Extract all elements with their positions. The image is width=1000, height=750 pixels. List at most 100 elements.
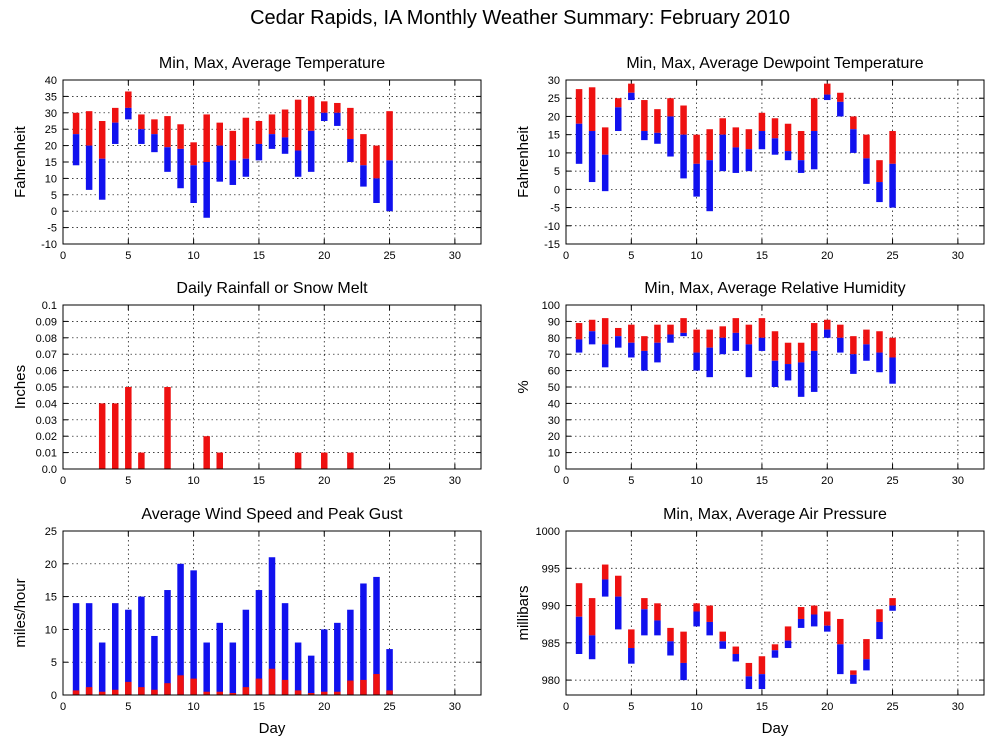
bar-lower xyxy=(693,352,700,371)
bar-series-1 xyxy=(72,690,80,695)
y-tick-label: 0 xyxy=(51,206,57,218)
bar xyxy=(138,452,145,469)
bar xyxy=(112,403,119,469)
bar-upper xyxy=(850,670,857,675)
bar-upper xyxy=(797,607,805,619)
bar-lower xyxy=(693,163,700,197)
bar-series-1 xyxy=(386,690,393,695)
bar-lower xyxy=(307,130,315,172)
bar-series-0 xyxy=(85,603,93,695)
bar-series-0 xyxy=(112,603,119,695)
bar-lower xyxy=(386,160,393,212)
bar-lower xyxy=(203,162,210,218)
bar-upper xyxy=(745,662,753,677)
bar-series-0 xyxy=(360,583,367,695)
x-tick-label: 25 xyxy=(383,475,395,487)
bars-rain xyxy=(98,387,354,469)
bar-series-0 xyxy=(72,603,80,695)
bar-lower xyxy=(797,618,805,628)
bar-series-1 xyxy=(151,689,158,695)
plot-frame xyxy=(565,79,985,245)
bar-upper xyxy=(268,114,276,135)
bar-lower xyxy=(242,158,250,177)
y-tick-label: 985 xyxy=(542,638,560,650)
x-tick-label: 20 xyxy=(318,475,330,487)
bar-lower xyxy=(641,609,648,636)
bar-lower xyxy=(588,331,596,345)
bar-upper xyxy=(876,160,883,183)
plot-frame xyxy=(62,530,482,696)
bar-lower xyxy=(745,344,753,378)
bar-lower xyxy=(216,145,223,182)
x-tick-label: 20 xyxy=(318,250,330,262)
x-tick-label: 25 xyxy=(886,475,898,487)
y-tick-label: 980 xyxy=(542,675,560,687)
bar-series-1 xyxy=(203,691,210,695)
y-tick-label: 15 xyxy=(45,592,57,604)
y-tick-label: 60 xyxy=(548,366,560,378)
bar-lower xyxy=(177,148,184,189)
bar-upper xyxy=(98,121,106,159)
panel-rain: Daily Rainfall or Snow Melt 0.0 0.01 0.02 0.… xyxy=(12,280,482,487)
plot-frame xyxy=(62,79,482,245)
bar-upper xyxy=(242,117,250,159)
x-tick-label: 15 xyxy=(253,701,265,713)
bar-upper xyxy=(321,101,328,113)
bar-upper xyxy=(85,111,93,146)
bar-series-0 xyxy=(177,563,184,695)
bar-upper xyxy=(190,142,197,166)
bar-upper xyxy=(771,644,779,651)
bar-lower xyxy=(373,178,380,203)
x-tick-label: 5 xyxy=(125,701,131,713)
bar-upper xyxy=(837,92,844,102)
y-tick-label: 0.01 xyxy=(36,448,57,460)
x-tick-label: 5 xyxy=(125,250,131,262)
bar-upper xyxy=(386,111,393,161)
y-tick-label: 0.0 xyxy=(42,464,57,476)
bar-lower xyxy=(797,160,805,173)
x-tick-label: 0 xyxy=(60,250,66,262)
x-tick-label: 20 xyxy=(821,475,833,487)
bar-lower xyxy=(706,621,713,636)
bar-upper xyxy=(771,118,779,139)
x-axis-label: Day xyxy=(259,720,286,737)
bar-lower xyxy=(706,347,713,378)
bar-upper xyxy=(216,122,223,146)
y-tick-label: 990 xyxy=(542,601,560,613)
x-tick-label: 25 xyxy=(886,250,898,262)
x-tick-label: 0 xyxy=(60,701,66,713)
y-tick-label: -15 xyxy=(544,239,560,251)
bar-upper xyxy=(255,121,263,144)
y-tick-label: 15 xyxy=(548,130,560,142)
y-tick-label: 30 xyxy=(548,75,560,87)
bar-upper xyxy=(615,98,622,108)
bar-upper xyxy=(667,627,674,642)
bar-upper xyxy=(680,318,687,333)
x-tick-label: 20 xyxy=(821,701,833,713)
bar-upper xyxy=(680,105,687,135)
bar-lower xyxy=(745,676,753,690)
bar-lower xyxy=(588,131,596,183)
bar-upper xyxy=(876,609,883,622)
bar-lower xyxy=(810,614,818,627)
bar-series-0 xyxy=(334,622,341,695)
bar-lower xyxy=(98,158,106,200)
y-tick-label: 5 xyxy=(51,190,57,202)
y-tick-label: 30 xyxy=(548,415,560,427)
bar xyxy=(216,452,223,469)
bar-lower xyxy=(784,364,792,381)
bar-series-1 xyxy=(360,679,367,695)
bar-upper xyxy=(719,326,726,338)
bar-lower xyxy=(680,332,687,337)
bar-upper xyxy=(654,603,661,621)
panel-dewpoint: Min, Max, Average Dewpoint Temperature -1… xyxy=(515,55,985,262)
bar-series-1 xyxy=(138,687,145,695)
bar-series-0 xyxy=(138,596,145,695)
bar-series-0 xyxy=(386,649,393,695)
bar-lower xyxy=(850,129,857,153)
bar-lower xyxy=(837,101,844,117)
bar-series-0 xyxy=(151,635,158,695)
bars-pressure xyxy=(575,564,896,690)
bar-upper xyxy=(876,331,883,353)
bar-series-0 xyxy=(242,609,250,695)
